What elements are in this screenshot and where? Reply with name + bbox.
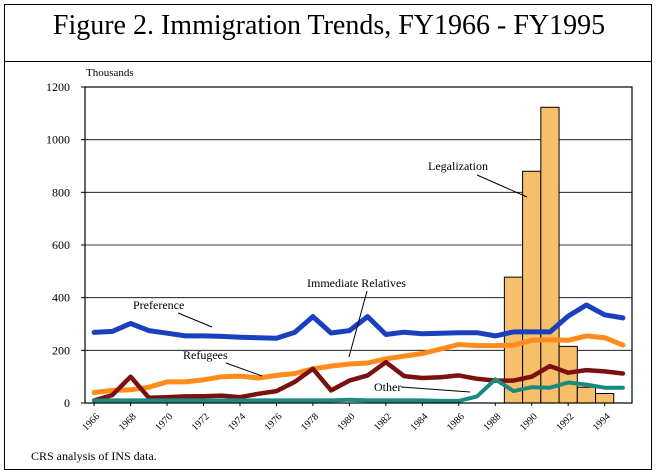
source-note: CRS analysis of INS data. <box>31 449 157 463</box>
legalization-bar <box>503 276 524 404</box>
annotation-leader-line <box>225 362 263 377</box>
title-divider <box>4 61 652 62</box>
y-tick-label: 0 <box>64 396 70 410</box>
y-tick-label: 200 <box>52 343 70 357</box>
y-tick-label: 1200 <box>46 80 70 94</box>
y-axis-label: Thousands <box>86 67 134 79</box>
x-tick-label: 1984 <box>409 411 431 433</box>
x-tick-label: 1988 <box>481 411 503 433</box>
legalization-bar <box>540 106 560 404</box>
legalization-bar <box>595 393 615 404</box>
x-tick-label: 1990 <box>518 411 540 433</box>
x-tick-label: 1994 <box>591 411 613 433</box>
preference-label: Preference <box>133 298 184 312</box>
x-tick-label: 1980 <box>336 411 358 433</box>
annotation-leader-line <box>400 386 471 393</box>
y-tick-label: 600 <box>52 238 70 252</box>
annotation-leader-line <box>348 290 368 358</box>
y-tick-label: 1000 <box>46 133 70 147</box>
x-tick-label: 1976 <box>263 411 285 433</box>
x-tick-label: 1974 <box>226 411 248 433</box>
other-line <box>92 377 625 403</box>
y-tick-label: 400 <box>52 291 70 305</box>
figure-title: Figure 2. Immigration Trends, FY1966 - F… <box>52 10 606 41</box>
refugees-line <box>91 359 626 403</box>
x-tick-label: 1982 <box>372 411 394 433</box>
immediate-relatives-line <box>91 333 626 395</box>
legalization-bar <box>522 170 542 404</box>
immediate-relatives-label: Immediate Relatives <box>307 276 406 290</box>
y-tick-label: 800 <box>52 185 70 199</box>
annotation-leader-line <box>177 312 213 328</box>
x-tick-label: 1968 <box>117 411 139 433</box>
x-tick-label: 1970 <box>153 411 175 433</box>
x-tick-label: 1966 <box>80 411 102 433</box>
x-tick-label: 1972 <box>190 411 212 433</box>
other-label: Other <box>374 380 401 394</box>
annotation-leader-line <box>476 174 528 198</box>
figure-frame <box>4 4 652 470</box>
x-tick-label: 1992 <box>554 411 576 433</box>
refugees-label: Refugees <box>183 348 228 362</box>
legalization-bar <box>576 386 597 404</box>
x-tick-label: 1978 <box>299 411 321 433</box>
legalization-label: Legalization <box>428 159 488 173</box>
plot-area-border <box>84 86 633 404</box>
x-tick-label: 1986 <box>445 411 467 433</box>
